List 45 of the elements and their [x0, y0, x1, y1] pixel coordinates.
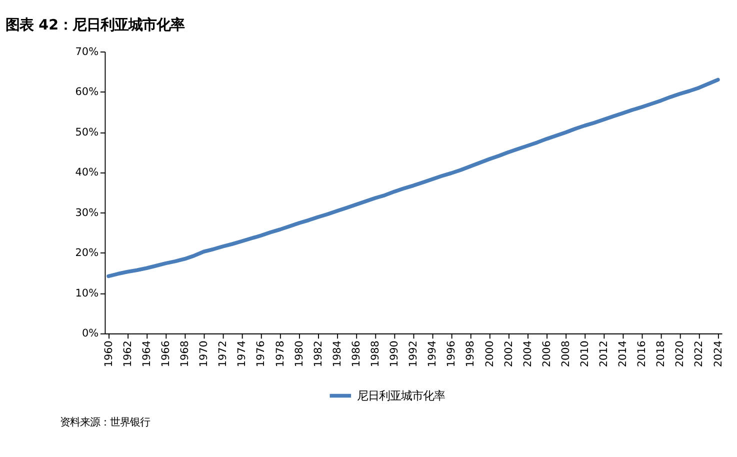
y-tick-label: 0% — [82, 328, 99, 340]
x-tick-label: 2016 — [636, 340, 648, 368]
x-tick-label: 2018 — [655, 340, 668, 368]
x-tick-label: 2022 — [693, 340, 706, 368]
x-tick-label: 2020 — [674, 340, 686, 368]
legend-label: 尼日利亚城市化率 — [357, 388, 446, 403]
y-tick-label: 40% — [75, 166, 99, 179]
x-tick-label: 1976 — [255, 340, 268, 368]
x-tick-label: 1972 — [217, 340, 230, 368]
x-tick-label: 2010 — [578, 340, 591, 368]
x-tick-label: 2008 — [560, 340, 572, 368]
x-tick-label: 2006 — [540, 340, 553, 368]
x-tick-label: 1974 — [236, 340, 248, 368]
x-tick-label: 1994 — [426, 340, 439, 368]
x-tick-label: 1964 — [140, 340, 153, 368]
chart-title: 图表 42：尼日利亚城市化率 — [6, 16, 185, 34]
x-tick-label: 2024 — [712, 340, 724, 368]
x-tick-label: 1998 — [464, 340, 477, 368]
x-tick-label: 1990 — [388, 340, 401, 368]
x-tick-label: 1992 — [408, 340, 420, 368]
x-tick-label: 2002 — [502, 340, 515, 368]
x-tick-label: 2014 — [617, 340, 630, 368]
x-tick-label: 1966 — [160, 340, 172, 368]
y-tick-label: 20% — [75, 247, 99, 260]
x-tick-label: 1962 — [122, 340, 134, 368]
y-tick-label: 60% — [75, 86, 99, 98]
x-tick-label: 1960 — [102, 340, 115, 368]
x-tick-label: 2004 — [522, 340, 534, 368]
y-tick-label: 50% — [75, 126, 99, 138]
y-tick-label: 30% — [75, 206, 99, 219]
x-tick-label: 1984 — [331, 340, 344, 368]
x-tick-label: 2000 — [484, 340, 496, 368]
x-tick-label: 1980 — [293, 340, 306, 368]
x-tick-label: 1982 — [312, 340, 324, 368]
x-tick-label: 1986 — [350, 340, 362, 368]
text: 资料来源：世界银行 — [60, 416, 150, 429]
x-tick-label: 1988 — [370, 340, 382, 368]
x-tick-label: 1978 — [274, 340, 286, 368]
x-tick-label: 1970 — [198, 340, 210, 368]
y-tick-label: 10% — [75, 287, 99, 300]
x-tick-label: 1968 — [179, 340, 192, 368]
x-tick-label: 1996 — [446, 340, 458, 368]
x-tick-label: 2012 — [598, 340, 610, 368]
line-series — [106, 78, 720, 278]
y-tick-label: 70% — [75, 46, 99, 58]
